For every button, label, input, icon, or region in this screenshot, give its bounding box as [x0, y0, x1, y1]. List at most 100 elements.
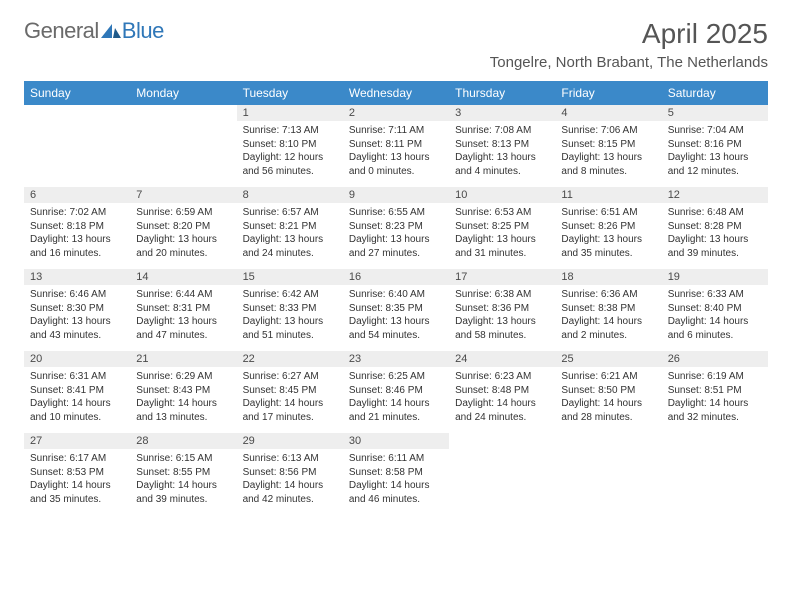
brand-part1: General: [24, 18, 99, 44]
day-cell: Sunrise: 6:51 AMSunset: 8:26 PMDaylight:…: [555, 203, 661, 269]
sunset-text: Sunset: 8:56 PM: [243, 466, 337, 480]
sunset-text: Sunset: 8:25 PM: [455, 220, 549, 234]
sunset-text: Sunset: 8:26 PM: [561, 220, 655, 234]
sunrise-text: Sunrise: 6:55 AM: [349, 206, 443, 220]
empty-cell: [662, 449, 768, 515]
day-number: 29: [237, 433, 343, 449]
daylight-text: Daylight: 13 hours and 31 minutes.: [455, 233, 549, 260]
day-number: 28: [130, 433, 236, 449]
daylight-text: Daylight: 14 hours and 21 minutes.: [349, 397, 443, 424]
day-number: 8: [237, 187, 343, 203]
day-cell: Sunrise: 6:29 AMSunset: 8:43 PMDaylight:…: [130, 367, 236, 433]
sunset-text: Sunset: 8:33 PM: [243, 302, 337, 316]
day-cell: Sunrise: 6:17 AMSunset: 8:53 PMDaylight:…: [24, 449, 130, 515]
sunrise-text: Sunrise: 6:38 AM: [455, 288, 549, 302]
daylight-text: Daylight: 13 hours and 24 minutes.: [243, 233, 337, 260]
sunrise-text: Sunrise: 7:02 AM: [30, 206, 124, 220]
sunrise-text: Sunrise: 6:27 AM: [243, 370, 337, 384]
day-number: 2: [343, 105, 449, 121]
sunset-text: Sunset: 8:53 PM: [30, 466, 124, 480]
sunrise-text: Sunrise: 7:08 AM: [455, 124, 549, 138]
day-number: 16: [343, 269, 449, 285]
empty-cell: [555, 433, 661, 449]
day-cell: Sunrise: 6:44 AMSunset: 8:31 PMDaylight:…: [130, 285, 236, 351]
day-number: 14: [130, 269, 236, 285]
daylight-text: Daylight: 13 hours and 20 minutes.: [136, 233, 230, 260]
day-cell: Sunrise: 6:40 AMSunset: 8:35 PMDaylight:…: [343, 285, 449, 351]
sunset-text: Sunset: 8:10 PM: [243, 138, 337, 152]
daylight-text: Daylight: 13 hours and 35 minutes.: [561, 233, 655, 260]
weekday-header: Monday: [130, 81, 236, 105]
sunrise-text: Sunrise: 7:13 AM: [243, 124, 337, 138]
day-number: 22: [237, 351, 343, 367]
day-cell: Sunrise: 6:23 AMSunset: 8:48 PMDaylight:…: [449, 367, 555, 433]
day-cell: Sunrise: 7:02 AMSunset: 8:18 PMDaylight:…: [24, 203, 130, 269]
sunset-text: Sunset: 8:28 PM: [668, 220, 762, 234]
day-number: 30: [343, 433, 449, 449]
daylight-text: Daylight: 14 hours and 13 minutes.: [136, 397, 230, 424]
sunset-text: Sunset: 8:35 PM: [349, 302, 443, 316]
sunset-text: Sunset: 8:50 PM: [561, 384, 655, 398]
empty-cell: [449, 449, 555, 515]
day-cell: Sunrise: 6:48 AMSunset: 8:28 PMDaylight:…: [662, 203, 768, 269]
weekday-header: Sunday: [24, 81, 130, 105]
day-number: 25: [555, 351, 661, 367]
title-block: April 2025 Tongelre, North Brabant, The …: [490, 18, 768, 71]
weekday-header: Tuesday: [237, 81, 343, 105]
sunrise-text: Sunrise: 6:46 AM: [30, 288, 124, 302]
daylight-text: Daylight: 13 hours and 43 minutes.: [30, 315, 124, 342]
day-number: 5: [662, 105, 768, 121]
sunset-text: Sunset: 8:11 PM: [349, 138, 443, 152]
sunset-text: Sunset: 8:38 PM: [561, 302, 655, 316]
day-number: 18: [555, 269, 661, 285]
day-cell: Sunrise: 6:19 AMSunset: 8:51 PMDaylight:…: [662, 367, 768, 433]
daylight-text: Daylight: 14 hours and 28 minutes.: [561, 397, 655, 424]
sunrise-text: Sunrise: 7:06 AM: [561, 124, 655, 138]
daylight-text: Daylight: 14 hours and 46 minutes.: [349, 479, 443, 506]
empty-cell: [24, 105, 130, 121]
sunrise-text: Sunrise: 6:51 AM: [561, 206, 655, 220]
sunset-text: Sunset: 8:21 PM: [243, 220, 337, 234]
daylight-text: Daylight: 13 hours and 16 minutes.: [30, 233, 124, 260]
sunrise-text: Sunrise: 6:42 AM: [243, 288, 337, 302]
sunrise-text: Sunrise: 7:04 AM: [668, 124, 762, 138]
sunset-text: Sunset: 8:43 PM: [136, 384, 230, 398]
sunset-text: Sunset: 8:15 PM: [561, 138, 655, 152]
day-number: 20: [24, 351, 130, 367]
sunrise-text: Sunrise: 6:31 AM: [30, 370, 124, 384]
day-cell: Sunrise: 6:25 AMSunset: 8:46 PMDaylight:…: [343, 367, 449, 433]
daylight-text: Daylight: 14 hours and 39 minutes.: [136, 479, 230, 506]
page-title: April 2025: [490, 18, 768, 50]
daylight-text: Daylight: 13 hours and 47 minutes.: [136, 315, 230, 342]
day-number: 15: [237, 269, 343, 285]
day-cell: Sunrise: 6:57 AMSunset: 8:21 PMDaylight:…: [237, 203, 343, 269]
day-content-row: Sunrise: 7:13 AMSunset: 8:10 PMDaylight:…: [24, 121, 768, 187]
day-number: 11: [555, 187, 661, 203]
daylight-text: Daylight: 13 hours and 58 minutes.: [455, 315, 549, 342]
sunset-text: Sunset: 8:18 PM: [30, 220, 124, 234]
sunset-text: Sunset: 8:40 PM: [668, 302, 762, 316]
day-number: 17: [449, 269, 555, 285]
weekday-header: Thursday: [449, 81, 555, 105]
sunrise-text: Sunrise: 6:36 AM: [561, 288, 655, 302]
daylight-text: Daylight: 12 hours and 56 minutes.: [243, 151, 337, 178]
location-text: Tongelre, North Brabant, The Netherlands: [490, 54, 768, 71]
day-cell: Sunrise: 6:53 AMSunset: 8:25 PMDaylight:…: [449, 203, 555, 269]
day-cell: Sunrise: 6:21 AMSunset: 8:50 PMDaylight:…: [555, 367, 661, 433]
day-cell: Sunrise: 7:04 AMSunset: 8:16 PMDaylight:…: [662, 121, 768, 187]
weekday-header: Saturday: [662, 81, 768, 105]
day-number: 1: [237, 105, 343, 121]
sunset-text: Sunset: 8:16 PM: [668, 138, 762, 152]
sunset-text: Sunset: 8:58 PM: [349, 466, 443, 480]
day-number: 6: [24, 187, 130, 203]
day-content-row: Sunrise: 6:46 AMSunset: 8:30 PMDaylight:…: [24, 285, 768, 351]
sunrise-text: Sunrise: 6:21 AM: [561, 370, 655, 384]
sunrise-text: Sunrise: 6:33 AM: [668, 288, 762, 302]
empty-cell: [449, 433, 555, 449]
sunrise-text: Sunrise: 6:48 AM: [668, 206, 762, 220]
daylight-text: Daylight: 14 hours and 2 minutes.: [561, 315, 655, 342]
daylight-text: Daylight: 13 hours and 8 minutes.: [561, 151, 655, 178]
sunset-text: Sunset: 8:13 PM: [455, 138, 549, 152]
day-cell: Sunrise: 6:38 AMSunset: 8:36 PMDaylight:…: [449, 285, 555, 351]
sunrise-text: Sunrise: 6:59 AM: [136, 206, 230, 220]
